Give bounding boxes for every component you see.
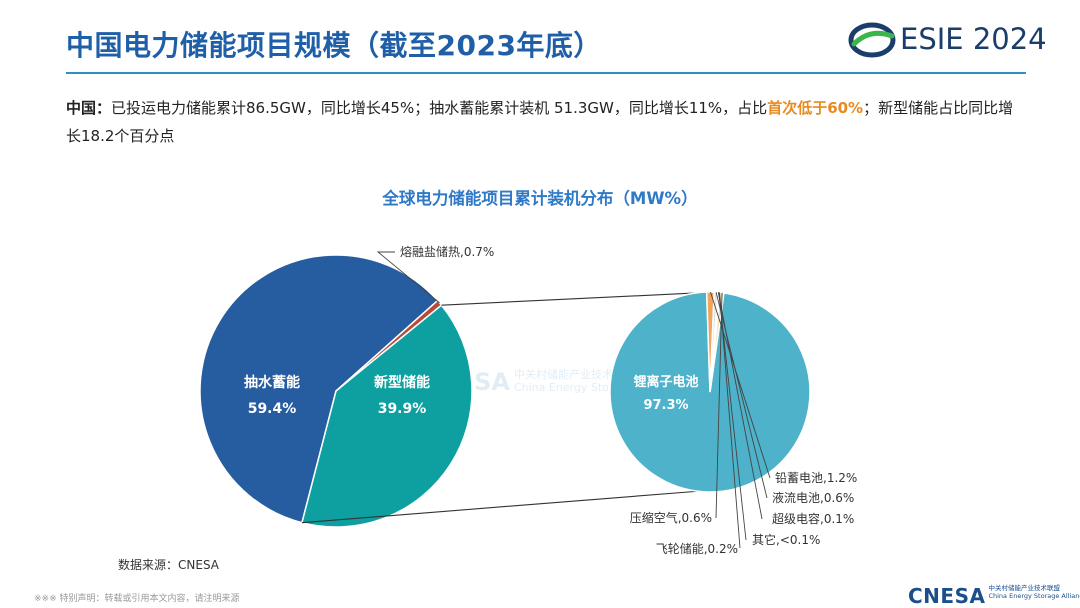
pie-slice-新型储能: [301, 304, 473, 528]
summary-text-part1: 已投运电力储能累计86.5GW，同比增长45%；抽水蓄能累计装机 51.3GW，…: [111, 99, 768, 117]
label-sub-液流电池: 液流电池,0.6%: [772, 490, 854, 505]
label-molten-salt: 熔融盐储热,0.7%: [400, 244, 494, 259]
pie-slice-压缩空气: [709, 291, 725, 393]
summary-lead: 中国：: [66, 99, 112, 117]
cnesa-logo: CNESA 中关村储能产业技术联盟 China Energy Storage All…: [908, 584, 1080, 608]
watermark-cn: 中关村储能产业技术联盟: [513, 368, 635, 381]
data-source: 数据来源：CNESA: [118, 558, 219, 572]
connector-lines: [301, 292, 698, 524]
label-sub-飞轮储能: 飞轮储能,0.2%: [656, 541, 738, 556]
value-sub-li-ion: 97.3%: [643, 398, 688, 413]
page-title: 中国电力储能项目规模（截至2023年底）: [66, 29, 602, 62]
connector-line-bottom: [301, 490, 698, 524]
label-main-pumped-hydro: 抽水蓄能: [244, 374, 300, 391]
label-sub-压缩空气: 压缩空气,0.6%: [630, 510, 712, 525]
value-main-pumped-hydro: 59.4%: [248, 401, 297, 417]
summary-paragraph: 中国：已投运电力储能累计86.5GW，同比增长45%；抽水蓄能累计装机 51.3…: [66, 94, 1016, 150]
cnesa-logo-text: CNESA: [908, 584, 986, 608]
leader-sub-压缩空气: [715, 292, 723, 519]
cnesa-logo-cn: 中关村储能产业技术联盟: [988, 584, 1060, 592]
leader-sub-飞轮储能: [719, 292, 741, 549]
leader-sub-超级电容: [717, 292, 763, 520]
pie-slice-抽水蓄能: [199, 254, 439, 524]
leader-sub-铅蓄电池: [710, 291, 771, 479]
value-main-new-storage: 39.9%: [378, 401, 427, 417]
chart-labels: 抽水蓄能 59.4% 新型储能 39.9% 熔融盐储热,0.7% 锂离子电池 97.3% 铅蓄…: [244, 244, 857, 556]
leader-molten-salt: [376, 251, 440, 304]
title-divider: [66, 72, 1026, 74]
disclaimer: ※※※ 特别声明：转载或引用本文内容，请注明来源: [34, 594, 240, 604]
sub-pie: [609, 291, 811, 493]
cnesa-logo-en: China Energy Storage Alliance: [988, 592, 1080, 600]
label-sub-li-ion: 锂离子电池: [633, 374, 698, 390]
leader-sub-其它: [718, 292, 747, 541]
connector-line-top: [441, 292, 697, 306]
cnesa-logo-sub: 中关村储能产业技术联盟 China Energy Storage Alliance: [988, 584, 1080, 600]
esie-logo: ESIE 2024: [848, 18, 1047, 62]
label-sub-铅蓄电池: 铅蓄电池,1.2%: [775, 471, 857, 485]
label-sub-其它: 其它,<0.1%: [752, 532, 820, 547]
esie-swoosh-icon: [848, 22, 896, 58]
label-sub-超级电容: 超级电容,0.1%: [772, 511, 854, 526]
summary-text-part2: ；新型储能占比同比增长18.2个百分点: [66, 99, 1014, 145]
esie-logo-text: ESIE 2024: [900, 22, 1047, 56]
label-main-new-storage: 新型储能: [374, 374, 430, 391]
chart-title: 全球电力储能项目累计装机分布（MW%）: [382, 189, 698, 208]
main-pie: [199, 254, 473, 528]
summary-highlight: 首次低于60%: [767, 99, 864, 117]
